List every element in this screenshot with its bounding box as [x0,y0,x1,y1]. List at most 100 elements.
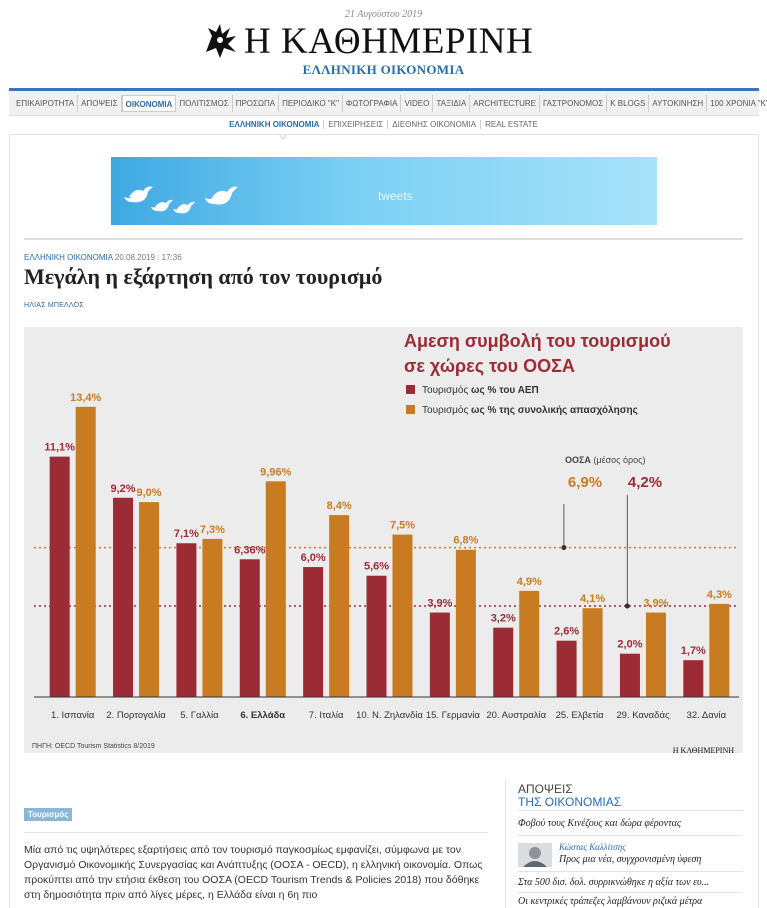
bar-label-1-6: 6,8% [453,535,478,547]
subnav-item-2[interactable]: ΔΙΕΘΝΗΣ ΟΙΚΟΝΟΜΙΑ [388,120,482,129]
sidebar-heading[interactable]: ΑΠΟΨΕΙΣ ΤΗΣ ΟΙΚΟΝΟΜΙΑΣ [518,783,621,809]
bar-label-0-0: 11,1% [44,442,75,454]
divider [518,835,743,836]
bar-0-7 [493,627,514,697]
bar-label-0-9: 2,0% [617,639,642,651]
bar-label-0-2: 7,1% [174,528,199,540]
chart-title-line1: Αμεση συμβολή του τουρισμού [404,331,671,351]
bar-0-6 [429,612,450,697]
reference-employment-value: 6,9% [568,474,602,491]
category-label-2: 5. Γαλλία [180,710,219,721]
banner-text: tweets [378,189,413,203]
nav-item-2[interactable]: ΟΙΚΟΝΟΜΙΑ [121,95,177,112]
bar-0-10 [683,660,704,697]
bar-label-0-4: 6,0% [301,552,326,564]
bar-label-1-2: 7,3% [200,524,225,536]
sidebar-item-3[interactable]: Στα 500 δισ. δολ. συρρικνώθηκε η αξία τω… [518,877,710,888]
category-label-10: 32. Δανία [687,710,727,721]
bar-label-1-10: 4,3% [707,589,732,601]
bar-label-1-0: 13,4% [70,392,101,404]
bar-0-1 [113,497,134,697]
category-label-5: 10. Ν. Ζηλανδία [356,710,423,721]
reference-dot-gdp [624,603,630,609]
nav-item-0[interactable]: ΕΠΙΚΑΙΡΟΤΗΤΑ [13,95,79,112]
legend-label-plain-1: Τουρισμός [422,404,471,416]
nav-item-4[interactable]: ΠΡΟΣΩΠΑ [233,95,280,112]
bar-label-0-8: 2,6% [554,626,579,638]
bar-1-5 [392,534,413,697]
article-author[interactable]: ΗΛΙΑΣ ΜΠΕΛΛΟΣ [24,302,84,309]
divider [24,832,488,833]
legend-swatch-1 [406,405,415,414]
bar-label-0-6: 3,9% [427,598,452,610]
nav-item-1[interactable]: ΑΠΟΨΕΙΣ [78,95,122,112]
category-label-6: 15. Γερμανία [426,710,481,721]
sidebar-item-1[interactable]: Φοβού τους Κινέζους και δώρα φέροντας [518,818,681,829]
nav-item-5[interactable]: ΠΕΡΙΟΔΙΚΟ "Κ" [279,95,343,112]
article-category[interactable]: ΕΛΛΗΝΙΚΗ ΟΙΚΟΝΟΜΙΑ [24,253,113,262]
legend-label-bold-0: ως % του ΑΕΠ [471,385,539,396]
bar-label-1-9: 3,9% [643,598,668,610]
bar-label-1-8: 4,1% [580,593,605,605]
tourism-chart: 11,1% 13,4% 1. Ισπανία 9,2% 9,0% 2. Πορτογαλί… [24,327,743,757]
nav-item-7[interactable]: VIDEO [401,95,434,112]
nav-item-10[interactable]: ΓΑΣΤΡΟΝΟΜΟΣ [540,95,608,112]
bar-1-8 [582,608,603,697]
content-frame [9,134,759,908]
nav-item-8[interactable]: ΤΑΞΙΔΙΑ [433,95,471,112]
bar-label-1-5: 7,5% [390,520,415,532]
twitter-birds-icon [124,186,238,214]
article-meta: ΕΛΛΗΝΙΚΗ ΟΙΚΟΝΟΜΙΑ 20.08.2019 : 17:36 [24,253,182,262]
sidebar-author[interactable]: Κώστας Καλλίτσης [559,842,626,852]
bar-label-0-10: 1,7% [681,645,706,657]
bar-1-2 [202,538,223,697]
nav-item-11[interactable]: K BLOGS [607,95,650,112]
legend-swatch-0 [406,385,415,394]
bar-1-1 [139,502,160,697]
category-label-8: 25. Ελβετία [556,710,604,721]
subnav-item-1[interactable]: ΕΠΙΧΕΙΡΗΣΕΙΣ [324,120,389,129]
bar-1-0 [75,406,96,697]
bar-label-1-4: 8,4% [327,500,352,512]
bar-0-5 [366,575,387,697]
category-label-4: 7. Ιταλία [309,710,344,721]
category-label-7: 20. Αυστραλία [486,710,546,721]
chart-svg: 11,1% 13,4% 1. Ισπανία 9,2% 9,0% 2. Πορτογαλί… [24,327,743,755]
chevron-down-icon [279,134,287,140]
tweets-banner[interactable]: tweets [111,157,657,225]
chart-source: ΠΗΓΗ: OECD Tourism Statistics 8/2019 [32,743,155,750]
subnav-item-3[interactable]: REAL ESTATE [485,120,538,129]
sidebar-heading-line1: ΑΠΟΨΕΙΣ [518,782,573,796]
nav-item-6[interactable]: ΦΩΤΟΓΡΑΦΙΑ [343,95,402,112]
reference-gdp-value: 4,2% [628,474,662,491]
sidebar-heading-line2: ΤΗΣ ΟΙΚΟΝΟΜΙΑΣ [518,795,622,809]
divider [518,871,743,872]
chart-title-line2: σε χώρες του ΟΟΣΑ [404,356,575,376]
author-avatar [518,843,552,867]
divider [505,780,506,908]
legend-label-bold-1: ως % της συνολικής απασχόλησης [471,405,638,416]
article-tag[interactable]: Τουρισμός [24,808,73,821]
category-label-1: 2. Πορτογαλία [106,710,166,721]
nav-item-9[interactable]: ARCHITECTURE [470,95,540,112]
sidebar-item-2[interactable]: Προς μια νέα, συγχρονισμένη ύφεση [559,854,702,865]
opinions-sidebar: ΑΠΟΨΕΙΣ ΤΗΣ ΟΙΚΟΝΟΜΙΑΣ Φοβού τους Κινέζο… [505,780,743,908]
phoenix-logo-icon [206,24,236,58]
bar-label-0-5: 5,6% [364,561,389,573]
reference-label: ΟΟΣΑ (μέσος όρος) [565,455,645,465]
category-label-9: 29. Καναδάς [616,710,670,721]
divider [24,238,743,240]
reference-label-bold: ΟΟΣΑ [565,455,591,465]
section-title[interactable]: ΕΛΛΗΝΙΚΗ ΟΙΚΟΝΟΜΙΑ [302,62,465,77]
bar-label-0-1: 9,2% [111,483,136,495]
bar-1-7 [519,590,540,697]
nav-item-12[interactable]: ΑΥΤΟΚΙΝΗΣΗ [649,95,708,112]
bar-1-3 [265,481,286,697]
masthead[interactable]: Η ΚΑΘΗΜΕΡΙΝΗ [200,20,570,64]
nav-item-3[interactable]: ΠΟΛΙΤΙΣΜΟΣ [176,95,233,112]
nav-item-13[interactable]: 100 ΧΡΟΝΙΑ "Κ" [710,99,767,108]
article-timestamp: 20.08.2019 : 17:36 [114,253,182,262]
subnav-item-0[interactable]: ΕΛΛΗΝΙΚΗ ΟΙΚΟΝΟΜΙΑ [225,120,325,129]
sidebar-item-4[interactable]: Οι κεντρικές τράπεζες λαμβάνουν ριζικά μ… [518,896,703,907]
brand-name: Η ΚΑΘΗΜΕΡΙΝΗ [244,21,534,62]
